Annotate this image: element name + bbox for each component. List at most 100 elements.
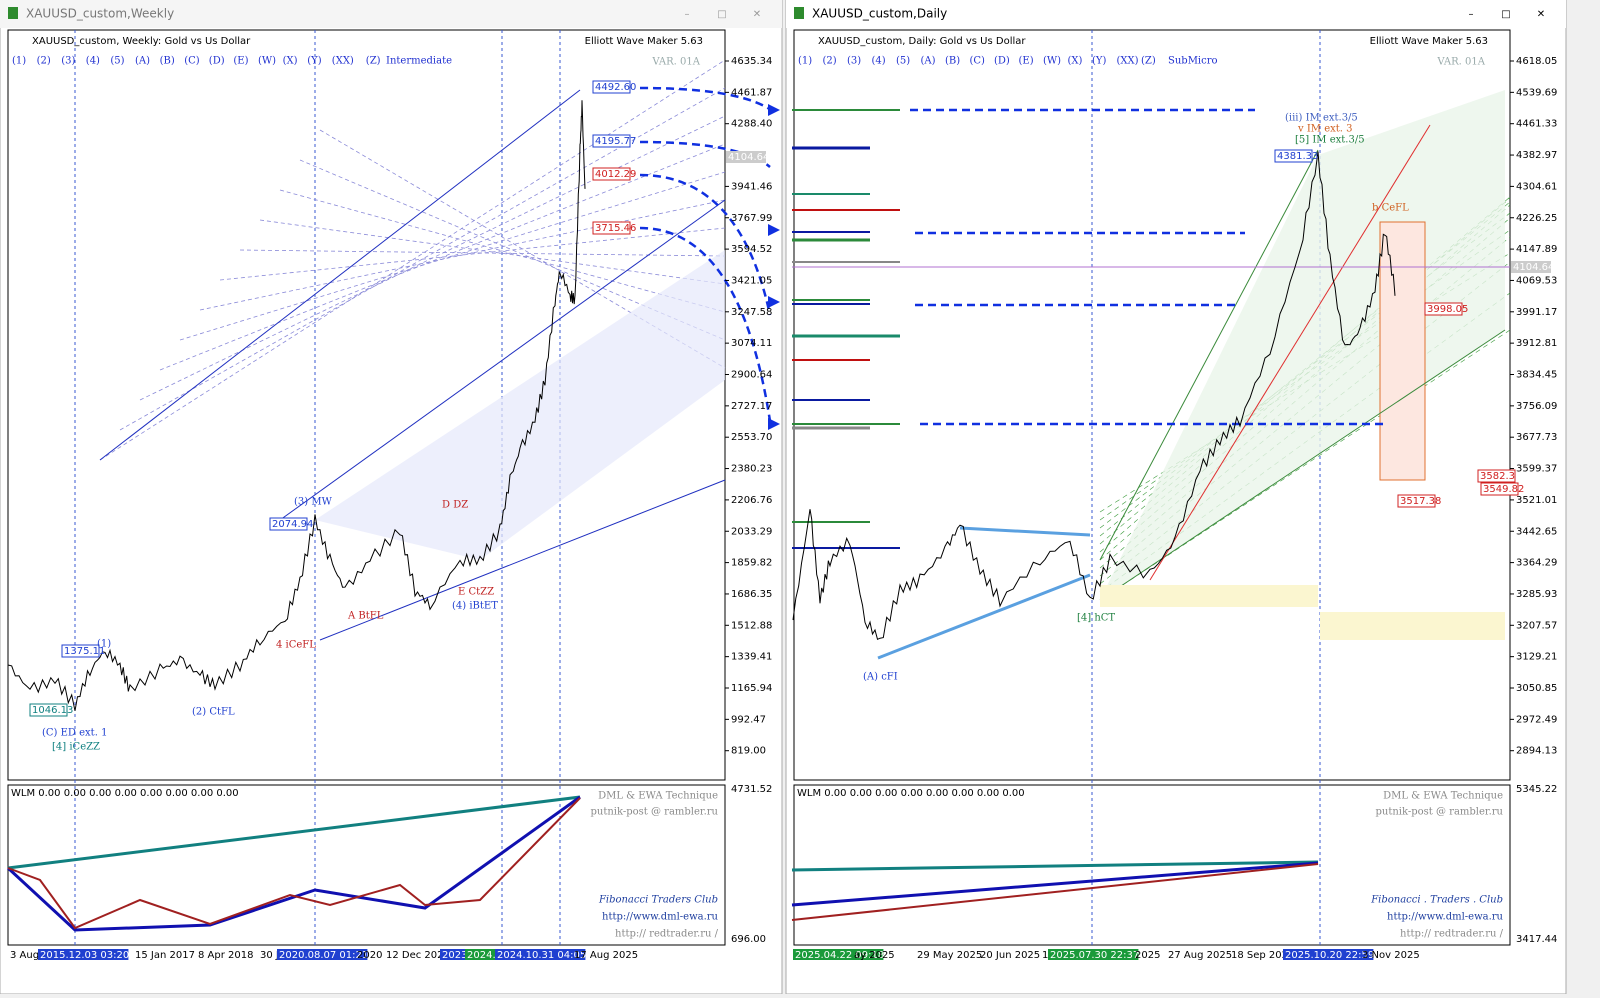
price-label-box	[1397, 494, 1436, 508]
x-tick-label: 3 Nov 2025	[1362, 950, 1420, 961]
indicator-axis-label: 4731.52	[731, 784, 772, 795]
wave-button[interactable]: (C)	[970, 56, 986, 67]
wave-button[interactable]: (E)	[233, 56, 248, 67]
price-line	[792, 151, 1396, 640]
y-tick-label: 2900.64	[731, 370, 772, 381]
current-price: 4104.64	[728, 152, 769, 163]
wave-button[interactable]: (Z)	[366, 56, 381, 67]
x-tick-label: 15 Jan 2017	[135, 950, 195, 961]
zone	[1100, 585, 1318, 607]
y-tick-label: 3834.45	[1516, 370, 1557, 381]
y-tick-label: 3364.29	[1516, 558, 1557, 569]
y-tick-label: 3912.81	[1516, 338, 1557, 349]
wave-button[interactable]: (5)	[110, 56, 124, 67]
fib-line	[159, 143, 726, 371]
channel-line	[319, 479, 726, 641]
wave-button[interactable]: (5)	[896, 56, 910, 67]
trend-line	[877, 573, 1091, 660]
y-tick-label: 3074.11	[731, 338, 772, 349]
wave-button[interactable]: (X)	[283, 56, 298, 67]
wave-button[interactable]: (A)	[921, 56, 936, 67]
time-highlight	[1048, 949, 1139, 960]
y-tick-label: 2206.76	[731, 495, 772, 506]
y-tick-label: 4461.87	[731, 87, 772, 98]
wave-button[interactable]: (X)	[1068, 56, 1083, 67]
window-button[interactable]: □	[717, 9, 726, 20]
wave-label: [4] hCT	[1077, 613, 1115, 624]
current-price-box	[726, 151, 766, 163]
title-bar	[0, 0, 782, 28]
window-button[interactable]: –	[685, 9, 690, 20]
wave-button[interactable]: (D)	[994, 56, 1010, 67]
window-button[interactable]: –	[1469, 9, 1474, 20]
price-label-box	[1424, 302, 1463, 316]
wave-button[interactable]: (Y)	[307, 56, 322, 67]
time-highlight	[1283, 949, 1374, 960]
tool-name: Elliott Wave Maker 5.63	[1370, 36, 1488, 47]
wave-button[interactable]: (1)	[12, 56, 26, 67]
y-tick-label: 2972.49	[1516, 714, 1557, 725]
wave-button[interactable]: Intermediate	[386, 56, 452, 67]
price-label-box	[29, 703, 68, 717]
channel-line	[279, 199, 726, 521]
wave-button[interactable]: (2)	[37, 56, 51, 67]
price-label-box	[1480, 482, 1519, 496]
y-tick-label: 992.47	[731, 714, 766, 725]
y-tick-label: 4226.25	[1516, 213, 1557, 224]
wave-button[interactable]: (4)	[86, 56, 100, 67]
time-highlight	[440, 949, 471, 960]
trend-line	[959, 526, 1091, 537]
wave-button[interactable]: (XX)	[332, 56, 354, 67]
price-label: 1046.13	[32, 705, 73, 716]
price-label-box	[269, 517, 308, 531]
fib-line	[119, 87, 726, 431]
wave-button[interactable]: (D)	[209, 56, 225, 67]
projection-arrow	[639, 173, 772, 316]
wave-button[interactable]: SubMicro	[1168, 56, 1218, 67]
projection	[1379, 221, 1426, 481]
y-tick-label: 2033.29	[731, 526, 772, 537]
wlm-line	[6, 795, 581, 932]
wave-button[interactable]: (A)	[135, 56, 150, 67]
wlm-line	[791, 860, 1319, 872]
price-label-box	[592, 167, 631, 181]
wave-button[interactable]: (C)	[184, 56, 200, 67]
credit: DML & EWA Technique	[598, 791, 718, 802]
price-label-box	[1274, 149, 1313, 163]
wave-button[interactable]: (XX)	[1117, 56, 1139, 67]
y-tick-label: 1686.35	[731, 589, 772, 600]
x-tick-label: 2020	[357, 950, 382, 961]
wave-label: (A) cFI	[863, 672, 898, 683]
y-tick-label: 4618.05	[1516, 56, 1557, 67]
fib-line	[219, 227, 726, 281]
x-tick-label: 27 Aug 2025	[1168, 950, 1232, 961]
window-button[interactable]: ✕	[753, 9, 761, 20]
window-button[interactable]: ✕	[1537, 9, 1545, 20]
credit: http:// redtrader.ru /	[1400, 929, 1504, 940]
wave-button[interactable]: (Y)	[1092, 56, 1107, 67]
wave-button[interactable]: (E)	[1019, 56, 1034, 67]
wave-button[interactable]: (W)	[1043, 56, 1061, 67]
wave-button[interactable]: (1)	[798, 56, 812, 67]
price-label: 3549.82	[1483, 484, 1524, 495]
window-button[interactable]: □	[1501, 9, 1510, 20]
chart-header: XAUUSD_custom, Weekly: Gold vs Us Dollar	[32, 36, 251, 47]
wave-button[interactable]: (3)	[847, 56, 861, 67]
wave-button[interactable]: (B)	[160, 56, 175, 67]
wave-button[interactable]: (4)	[872, 56, 886, 67]
wave-label: (4) iBtET	[452, 601, 498, 612]
wave-button[interactable]: (B)	[945, 56, 960, 67]
wave-label: (C) ED ext. 1	[42, 728, 107, 739]
indicator-label: WLM 0.00 0.00 0.00 0.00 0.00 0.00 0.00 0…	[11, 788, 239, 799]
y-tick-label: 4069.53	[1516, 275, 1557, 286]
price-label: 3998.05	[1427, 304, 1468, 315]
channel-line	[99, 89, 581, 461]
arrow-head	[768, 296, 780, 308]
wave-button[interactable]: (2)	[823, 56, 837, 67]
wave-button[interactable]: (3)	[61, 56, 75, 67]
y-tick-label: 1859.82	[731, 558, 772, 569]
wave-label: (1)	[97, 639, 111, 650]
wave-button[interactable]: (Z)	[1141, 56, 1156, 67]
price-label: 3582.3	[1480, 471, 1515, 482]
wave-button[interactable]: (W)	[258, 56, 276, 67]
